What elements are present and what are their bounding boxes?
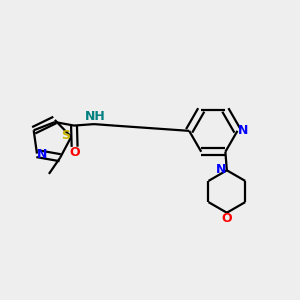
Text: O: O xyxy=(69,146,80,159)
Text: S: S xyxy=(61,129,70,142)
Text: O: O xyxy=(221,212,232,225)
Text: N: N xyxy=(37,148,47,161)
Text: N: N xyxy=(216,163,226,176)
Text: NH: NH xyxy=(85,110,106,123)
Text: N: N xyxy=(238,124,248,137)
